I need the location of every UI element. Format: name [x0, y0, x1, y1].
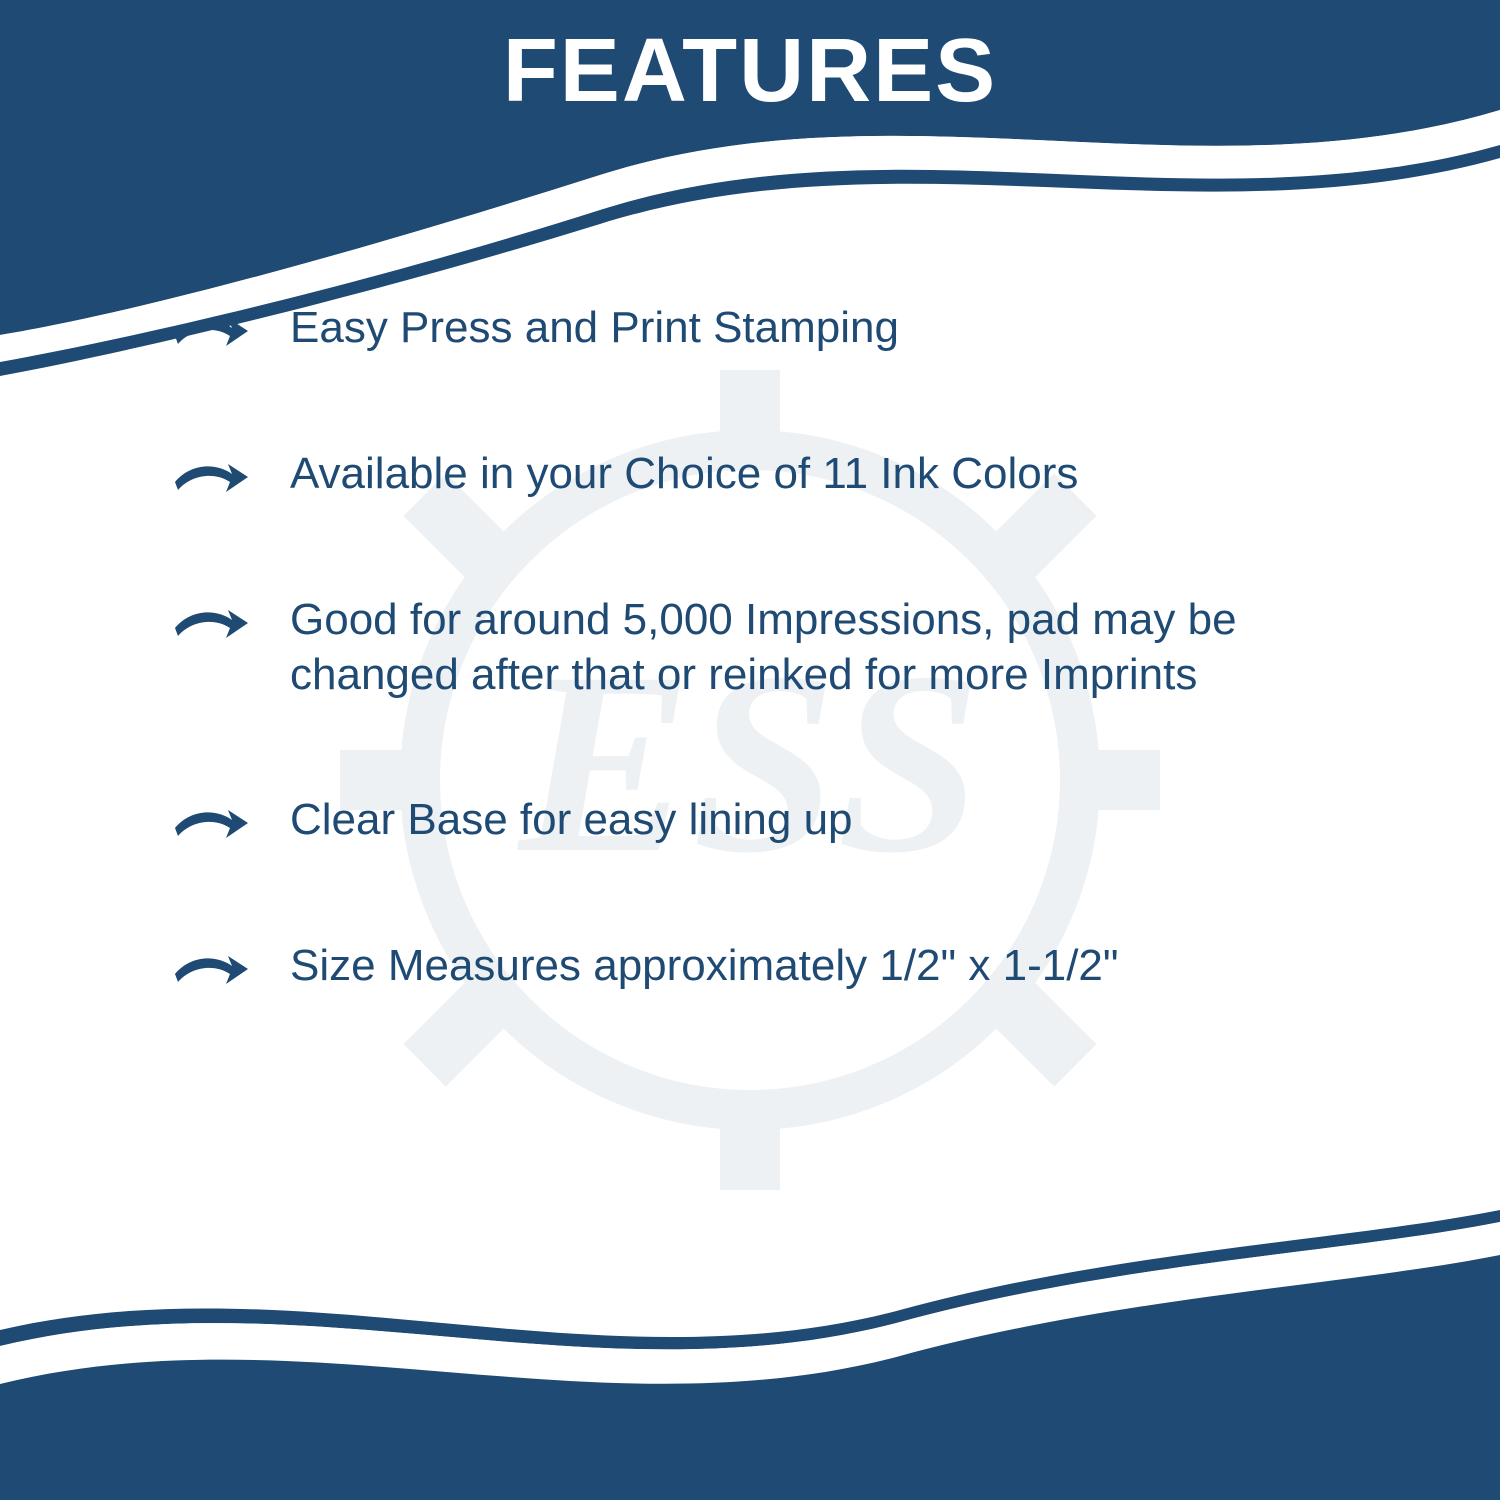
feature-item: Easy Press and Print Stamping — [170, 300, 1370, 356]
arrow-right-icon — [170, 452, 260, 502]
arrow-right-icon — [170, 798, 260, 848]
features-list: Easy Press and Print Stamping Available … — [170, 300, 1370, 1084]
feature-text: Good for around 5,000 Impressions, pad m… — [260, 592, 1370, 702]
feature-item: Good for around 5,000 Impressions, pad m… — [170, 592, 1370, 702]
feature-text: Size Measures approximately 1/2" x 1-1/2… — [260, 938, 1370, 993]
page-title: FEATURES — [0, 0, 1500, 123]
feature-item: Clear Base for easy lining up — [170, 792, 1370, 848]
feature-text: Available in your Choice of 11 Ink Color… — [260, 446, 1370, 501]
arrow-right-icon — [170, 944, 260, 994]
feature-text: Easy Press and Print Stamping — [260, 300, 1370, 355]
arrow-right-icon — [170, 598, 260, 648]
feature-text: Clear Base for easy lining up — [260, 792, 1370, 847]
feature-item: Available in your Choice of 11 Ink Color… — [170, 446, 1370, 502]
arrow-right-icon — [170, 306, 260, 356]
infographic-canvas: ESS FEATURES Easy Press and Print Stampi… — [0, 0, 1500, 1500]
feature-item: Size Measures approximately 1/2" x 1-1/2… — [170, 938, 1370, 994]
